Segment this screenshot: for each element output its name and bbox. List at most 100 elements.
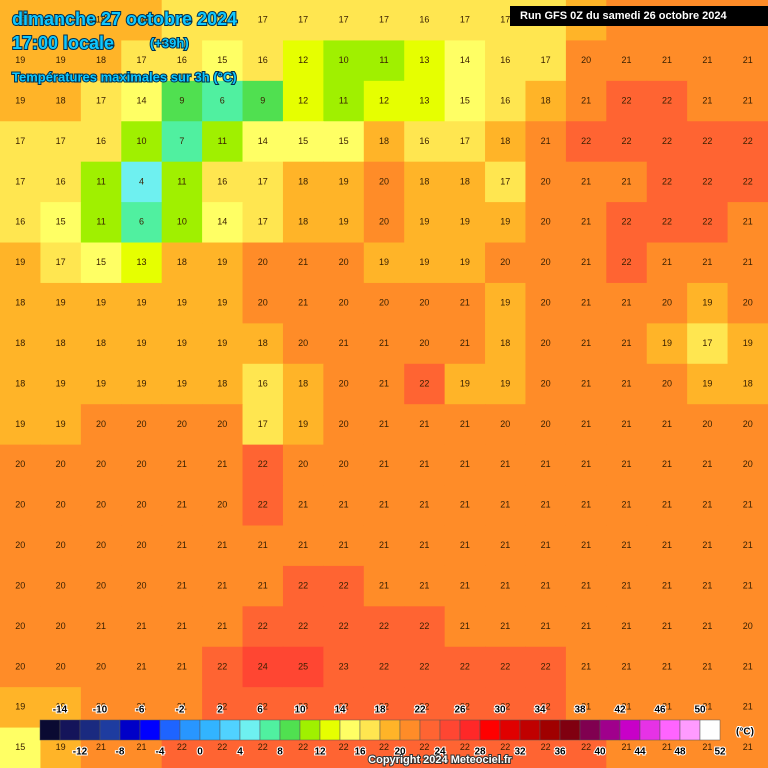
legend-tick-label: -6 <box>136 705 145 716</box>
legend-tick-label: 50 <box>694 705 706 716</box>
temperature-value: 17 <box>298 15 308 25</box>
temperature-cell <box>242 606 284 648</box>
temperature-value: 20 <box>136 419 146 429</box>
temperature-cell <box>565 606 607 648</box>
temperature-cell <box>646 202 688 244</box>
temperature-value: 22 <box>743 176 753 186</box>
temperature-cell <box>485 161 526 203</box>
temperature-value: 19 <box>15 419 25 429</box>
temperature-cell <box>727 242 768 284</box>
temperature-value: 22 <box>419 661 429 671</box>
temperature-value: 20 <box>217 500 227 510</box>
temperature-cell <box>161 0 203 41</box>
temperature-value: 22 <box>622 95 632 105</box>
temperature-cell <box>202 565 244 607</box>
temperature-value: 20 <box>379 176 389 186</box>
temperature-value: 21 <box>500 540 510 550</box>
legend-tick-label: 38 <box>574 705 586 716</box>
temperature-value: 22 <box>702 217 712 227</box>
temperature-value: 16 <box>15 217 25 227</box>
temperature-cell <box>525 363 567 405</box>
temperature-cell <box>242 161 284 203</box>
temperature-cell <box>242 121 284 163</box>
legend-tick-label: 46 <box>654 705 666 716</box>
temperature-cell <box>363 202 405 244</box>
temperature-cell <box>161 606 203 648</box>
temperature-value: 22 <box>258 500 268 510</box>
temperature-cell <box>363 404 405 446</box>
temperature-cell <box>606 161 648 203</box>
temperature-cell <box>687 363 729 405</box>
temperature-value: 11 <box>339 95 348 105</box>
temperature-value: 17 <box>379 15 389 25</box>
temperature-cell <box>40 485 82 526</box>
temperature-value: 4 <box>139 176 144 186</box>
temperature-value: 21 <box>743 95 753 105</box>
temperature-cell <box>202 646 244 688</box>
temperature-value: 21 <box>379 540 389 550</box>
temperature-cell <box>282 121 324 163</box>
temperature-value: 17 <box>217 15 227 25</box>
temperature-value: 21 <box>702 621 712 631</box>
temperature-value: 20 <box>136 459 146 469</box>
temperature-cell <box>606 80 648 122</box>
temperature-cell <box>525 565 567 607</box>
temperature-cell <box>282 404 324 446</box>
temperature-value: 18 <box>298 217 308 227</box>
temperature-value: 15 <box>56 217 66 227</box>
temperature-value: 21 <box>460 621 470 631</box>
temperature-value: 21 <box>96 621 106 631</box>
temperature-value: 20 <box>743 419 753 429</box>
temperature-value: 21 <box>662 621 672 631</box>
temperature-cell <box>323 202 365 244</box>
temperature-cell <box>242 282 284 324</box>
legend-tick-label: 30 <box>494 705 506 716</box>
temperature-value: 14 <box>217 217 227 227</box>
temperature-cell <box>40 525 82 567</box>
temperature-value: 21 <box>702 257 712 267</box>
temperature-value: 17 <box>339 15 349 25</box>
temperature-value: 18 <box>56 15 66 25</box>
temperature-cell <box>646 485 688 526</box>
temperature-cell <box>525 242 567 284</box>
temperature-cell <box>444 0 486 41</box>
temperature-cell <box>282 0 324 41</box>
temperature-cell <box>485 363 526 405</box>
temperature-cell <box>323 323 365 365</box>
temperature-value: 19 <box>56 378 66 388</box>
temperature-value: 21 <box>177 540 187 550</box>
temperature-cell <box>646 444 688 486</box>
temperature-cell <box>80 404 122 446</box>
temperature-value: 21 <box>622 540 632 550</box>
temperature-cell <box>40 444 82 486</box>
temperature-cell <box>80 606 122 648</box>
temperature-value: 21 <box>339 540 349 550</box>
temperature-cell <box>242 525 284 567</box>
temperature-cell <box>444 121 486 163</box>
legend-swatch <box>339 719 361 741</box>
temperature-cell <box>202 0 244 41</box>
legend-tick-label: 16 <box>354 747 366 758</box>
temperature-value: 19 <box>177 338 187 348</box>
temperature-value: 18 <box>15 338 25 348</box>
legend-swatch <box>79 719 101 741</box>
temperature-cell <box>687 40 729 82</box>
temperature-cell <box>121 485 163 526</box>
temperature-cell <box>646 40 688 82</box>
temperature-value: 19 <box>15 55 25 65</box>
temperature-value: 20 <box>339 419 349 429</box>
temperature-cell <box>80 0 122 41</box>
temperature-cell <box>323 565 365 607</box>
legend-tick-label: -10 <box>93 705 108 716</box>
temperature-value: 21 <box>581 580 591 590</box>
temperature-value: 18 <box>541 95 551 105</box>
temperature-cell <box>363 80 405 122</box>
temperature-value: 19 <box>15 95 25 105</box>
temperature-value: 20 <box>298 338 308 348</box>
legend-swatch <box>139 719 161 741</box>
temperature-value: 21 <box>662 661 672 671</box>
temperature-cell <box>363 363 405 405</box>
temperature-cell <box>727 161 768 203</box>
temperature-value: 19 <box>15 257 25 267</box>
temperature-cell <box>161 485 203 526</box>
